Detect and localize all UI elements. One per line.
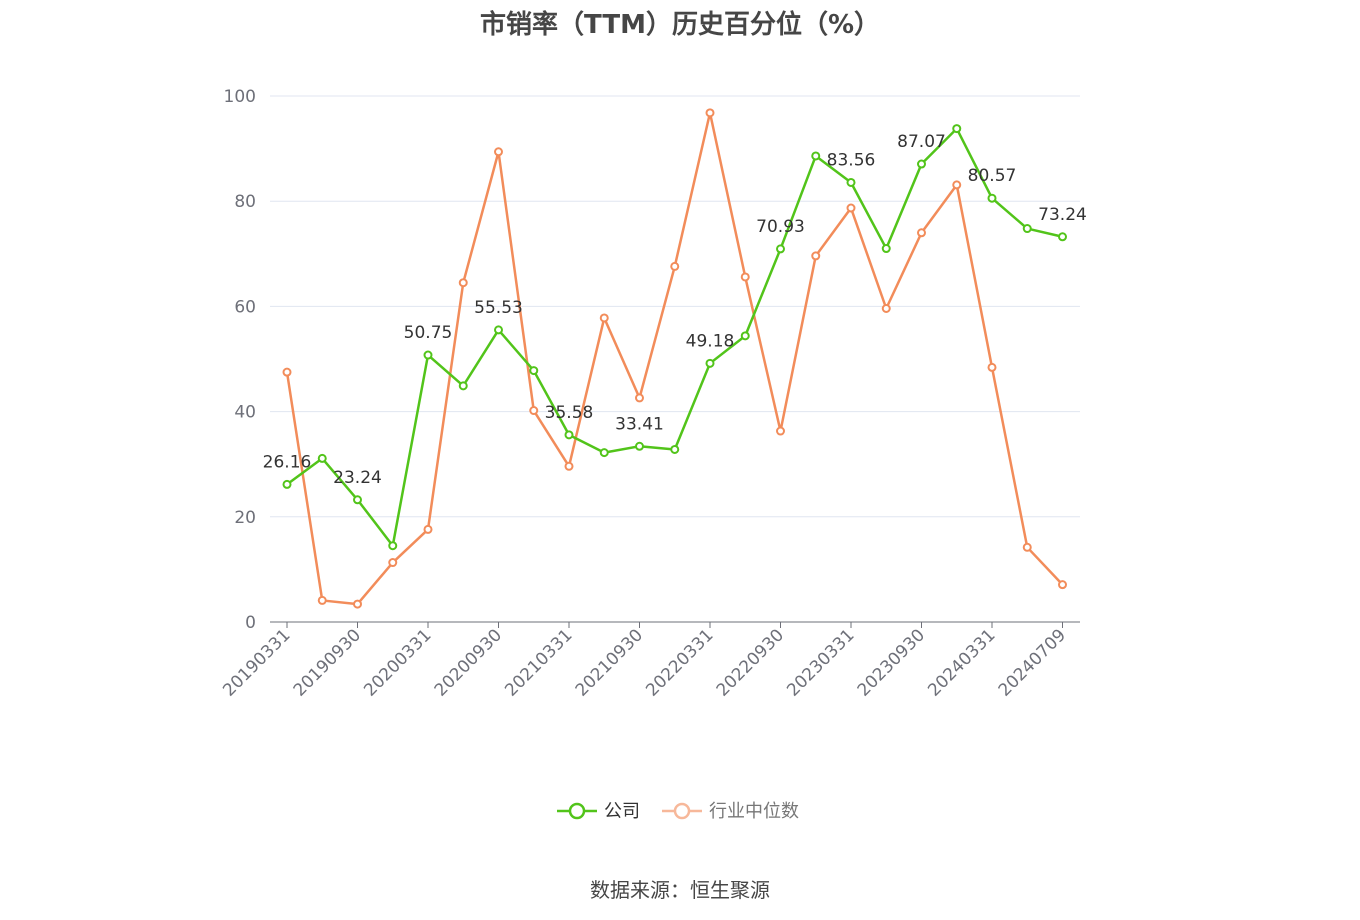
data-label: 83.56 xyxy=(827,150,876,170)
data-point xyxy=(564,461,574,471)
data-point xyxy=(353,495,362,505)
x-tick-label: 20230930 xyxy=(854,625,929,700)
data-point xyxy=(423,524,433,534)
legend-marker xyxy=(673,802,691,820)
data-label: 70.93 xyxy=(756,217,805,237)
data-point xyxy=(987,362,997,372)
data-label: 55.53 xyxy=(474,298,523,318)
data-point xyxy=(811,151,821,161)
x-tick-label: 20190930 xyxy=(290,625,365,700)
data-point xyxy=(705,108,715,118)
data-point xyxy=(881,304,891,314)
data-point xyxy=(423,350,433,360)
data-point xyxy=(987,193,997,203)
x-tick-label: 20200930 xyxy=(431,625,506,700)
data-point xyxy=(1022,542,1032,552)
y-tick-label: 60 xyxy=(234,297,256,317)
data-point xyxy=(917,159,926,169)
data-point xyxy=(317,595,327,605)
data-point xyxy=(776,244,785,254)
legend-item-company[interactable]: 公司 xyxy=(557,801,640,822)
data-point xyxy=(952,180,962,190)
grid-lines xyxy=(270,95,1080,518)
data-point xyxy=(1058,580,1067,590)
data-point xyxy=(458,381,468,391)
data-point xyxy=(740,331,750,341)
data-label: 87.07 xyxy=(897,132,946,152)
legend-marker xyxy=(568,802,586,820)
x-tick-label: 20210930 xyxy=(572,625,647,700)
x-axis: 2019033120190930202003312020093020210331… xyxy=(219,621,1080,701)
data-point xyxy=(1022,224,1032,234)
data-point xyxy=(282,367,292,377)
x-tick-label: 20240709 xyxy=(995,625,1070,700)
data-point xyxy=(529,406,539,416)
data-point xyxy=(846,177,856,187)
data-point xyxy=(881,244,891,254)
x-tick-label: 20220930 xyxy=(713,625,788,700)
y-tick-label: 80 xyxy=(234,192,256,212)
data-label: 80.57 xyxy=(968,166,1017,186)
data-point xyxy=(599,313,609,323)
data-point xyxy=(458,278,468,288)
data-point xyxy=(776,426,785,436)
series-line-industry-median xyxy=(285,111,1064,606)
data-point xyxy=(811,251,821,261)
data-point xyxy=(282,479,292,489)
data-point xyxy=(705,358,715,368)
x-tick-label: 20230331 xyxy=(783,625,858,700)
data-label: 23.24 xyxy=(333,468,382,488)
legend-label: 公司 xyxy=(604,801,640,822)
y-tick-label: 0 xyxy=(245,613,256,633)
chart-title: 市销率（TTM）历史百分位（%） xyxy=(480,10,880,40)
data-label: 26.16 xyxy=(263,452,312,472)
data-point xyxy=(564,430,574,440)
x-tick-label: 20240331 xyxy=(924,625,999,700)
series-layer xyxy=(282,108,1067,609)
data-source: 数据来源：恒生聚源 xyxy=(590,878,770,902)
y-tick-label: 40 xyxy=(234,403,256,423)
data-point xyxy=(670,444,680,454)
data-point xyxy=(635,441,644,451)
data-label: 35.58 xyxy=(545,403,594,423)
data-point xyxy=(635,393,644,403)
x-tick-label: 20210331 xyxy=(501,625,576,700)
data-point xyxy=(740,272,750,282)
data-point xyxy=(1058,232,1067,242)
data-point xyxy=(353,599,362,609)
data-label: 49.18 xyxy=(686,331,735,351)
data-point xyxy=(494,147,503,157)
legend-label: 行业中位数 xyxy=(709,801,799,822)
data-point xyxy=(846,203,856,213)
x-tick-label: 20200331 xyxy=(360,625,435,700)
data-point xyxy=(494,325,503,335)
data-label: 50.75 xyxy=(404,323,453,343)
data-point xyxy=(917,228,926,238)
data-point xyxy=(952,124,962,134)
data-label: 73.24 xyxy=(1038,205,1087,225)
data-point xyxy=(529,366,539,376)
data-point xyxy=(317,453,327,463)
legend-item-industry-median[interactable]: 行业中位数 xyxy=(662,801,799,822)
data-point xyxy=(388,558,398,568)
data-labels: 26.16 23.24 50.75 55.53 35.58 33.41 49.18 70.93… xyxy=(263,132,1087,488)
data-point xyxy=(388,541,398,551)
x-tick-label: 20190331 xyxy=(219,625,294,700)
data-point xyxy=(670,261,680,271)
legend[interactable]: 公司 行业中位数 xyxy=(557,801,799,822)
data-point xyxy=(599,448,609,458)
y-tick-label: 100 xyxy=(224,87,256,107)
y-tick-label: 20 xyxy=(234,508,256,528)
x-tick-label: 20220331 xyxy=(642,625,717,700)
y-axis: 0 20 40 60 80 100 xyxy=(224,87,256,633)
data-label: 33.41 xyxy=(615,414,664,434)
